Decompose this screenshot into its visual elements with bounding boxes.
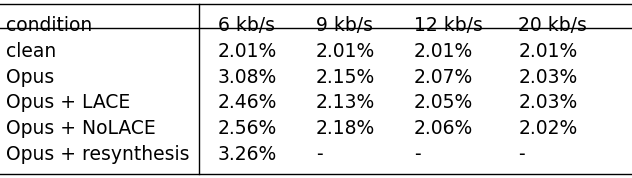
Text: 2.46%: 2.46% bbox=[218, 93, 277, 112]
Text: -: - bbox=[414, 145, 420, 164]
Text: 2.15%: 2.15% bbox=[316, 68, 375, 87]
Text: 2.01%: 2.01% bbox=[414, 42, 473, 61]
Text: 2.03%: 2.03% bbox=[518, 93, 578, 112]
Text: -: - bbox=[518, 145, 525, 164]
Text: Opus + NoLACE: Opus + NoLACE bbox=[6, 119, 156, 138]
Text: 2.06%: 2.06% bbox=[414, 119, 473, 138]
Text: 9 kb/s: 9 kb/s bbox=[316, 16, 373, 35]
Text: 2.07%: 2.07% bbox=[414, 68, 473, 87]
Text: 6 kb/s: 6 kb/s bbox=[218, 16, 275, 35]
Text: 12 kb/s: 12 kb/s bbox=[414, 16, 483, 35]
Text: 3.26%: 3.26% bbox=[218, 145, 277, 164]
Text: Opus + LACE: Opus + LACE bbox=[6, 93, 131, 112]
Text: -: - bbox=[316, 145, 322, 164]
Text: 2.01%: 2.01% bbox=[316, 42, 375, 61]
Text: 2.56%: 2.56% bbox=[218, 119, 277, 138]
Text: 2.01%: 2.01% bbox=[218, 42, 277, 61]
Text: 2.02%: 2.02% bbox=[518, 119, 578, 138]
Text: 2.01%: 2.01% bbox=[518, 42, 578, 61]
Text: 2.13%: 2.13% bbox=[316, 93, 375, 112]
Text: Opus + resynthesis: Opus + resynthesis bbox=[6, 145, 190, 164]
Text: 3.08%: 3.08% bbox=[218, 68, 277, 87]
Text: Opus: Opus bbox=[6, 68, 54, 87]
Text: 2.03%: 2.03% bbox=[518, 68, 578, 87]
Text: clean: clean bbox=[6, 42, 57, 61]
Text: 20 kb/s: 20 kb/s bbox=[518, 16, 587, 35]
Text: 2.18%: 2.18% bbox=[316, 119, 375, 138]
Text: 2.05%: 2.05% bbox=[414, 93, 473, 112]
Text: condition: condition bbox=[6, 16, 92, 35]
